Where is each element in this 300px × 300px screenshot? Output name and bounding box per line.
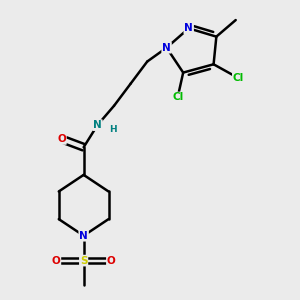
Text: H: H — [109, 125, 116, 134]
Text: N: N — [93, 120, 102, 130]
Text: N: N — [79, 231, 88, 241]
Text: N: N — [184, 23, 193, 33]
Text: N: N — [162, 43, 171, 53]
Text: O: O — [107, 256, 116, 266]
Text: Cl: Cl — [233, 73, 244, 83]
Text: S: S — [80, 256, 87, 266]
Text: Cl: Cl — [172, 92, 183, 103]
Text: O: O — [52, 256, 60, 266]
Text: O: O — [57, 134, 66, 144]
